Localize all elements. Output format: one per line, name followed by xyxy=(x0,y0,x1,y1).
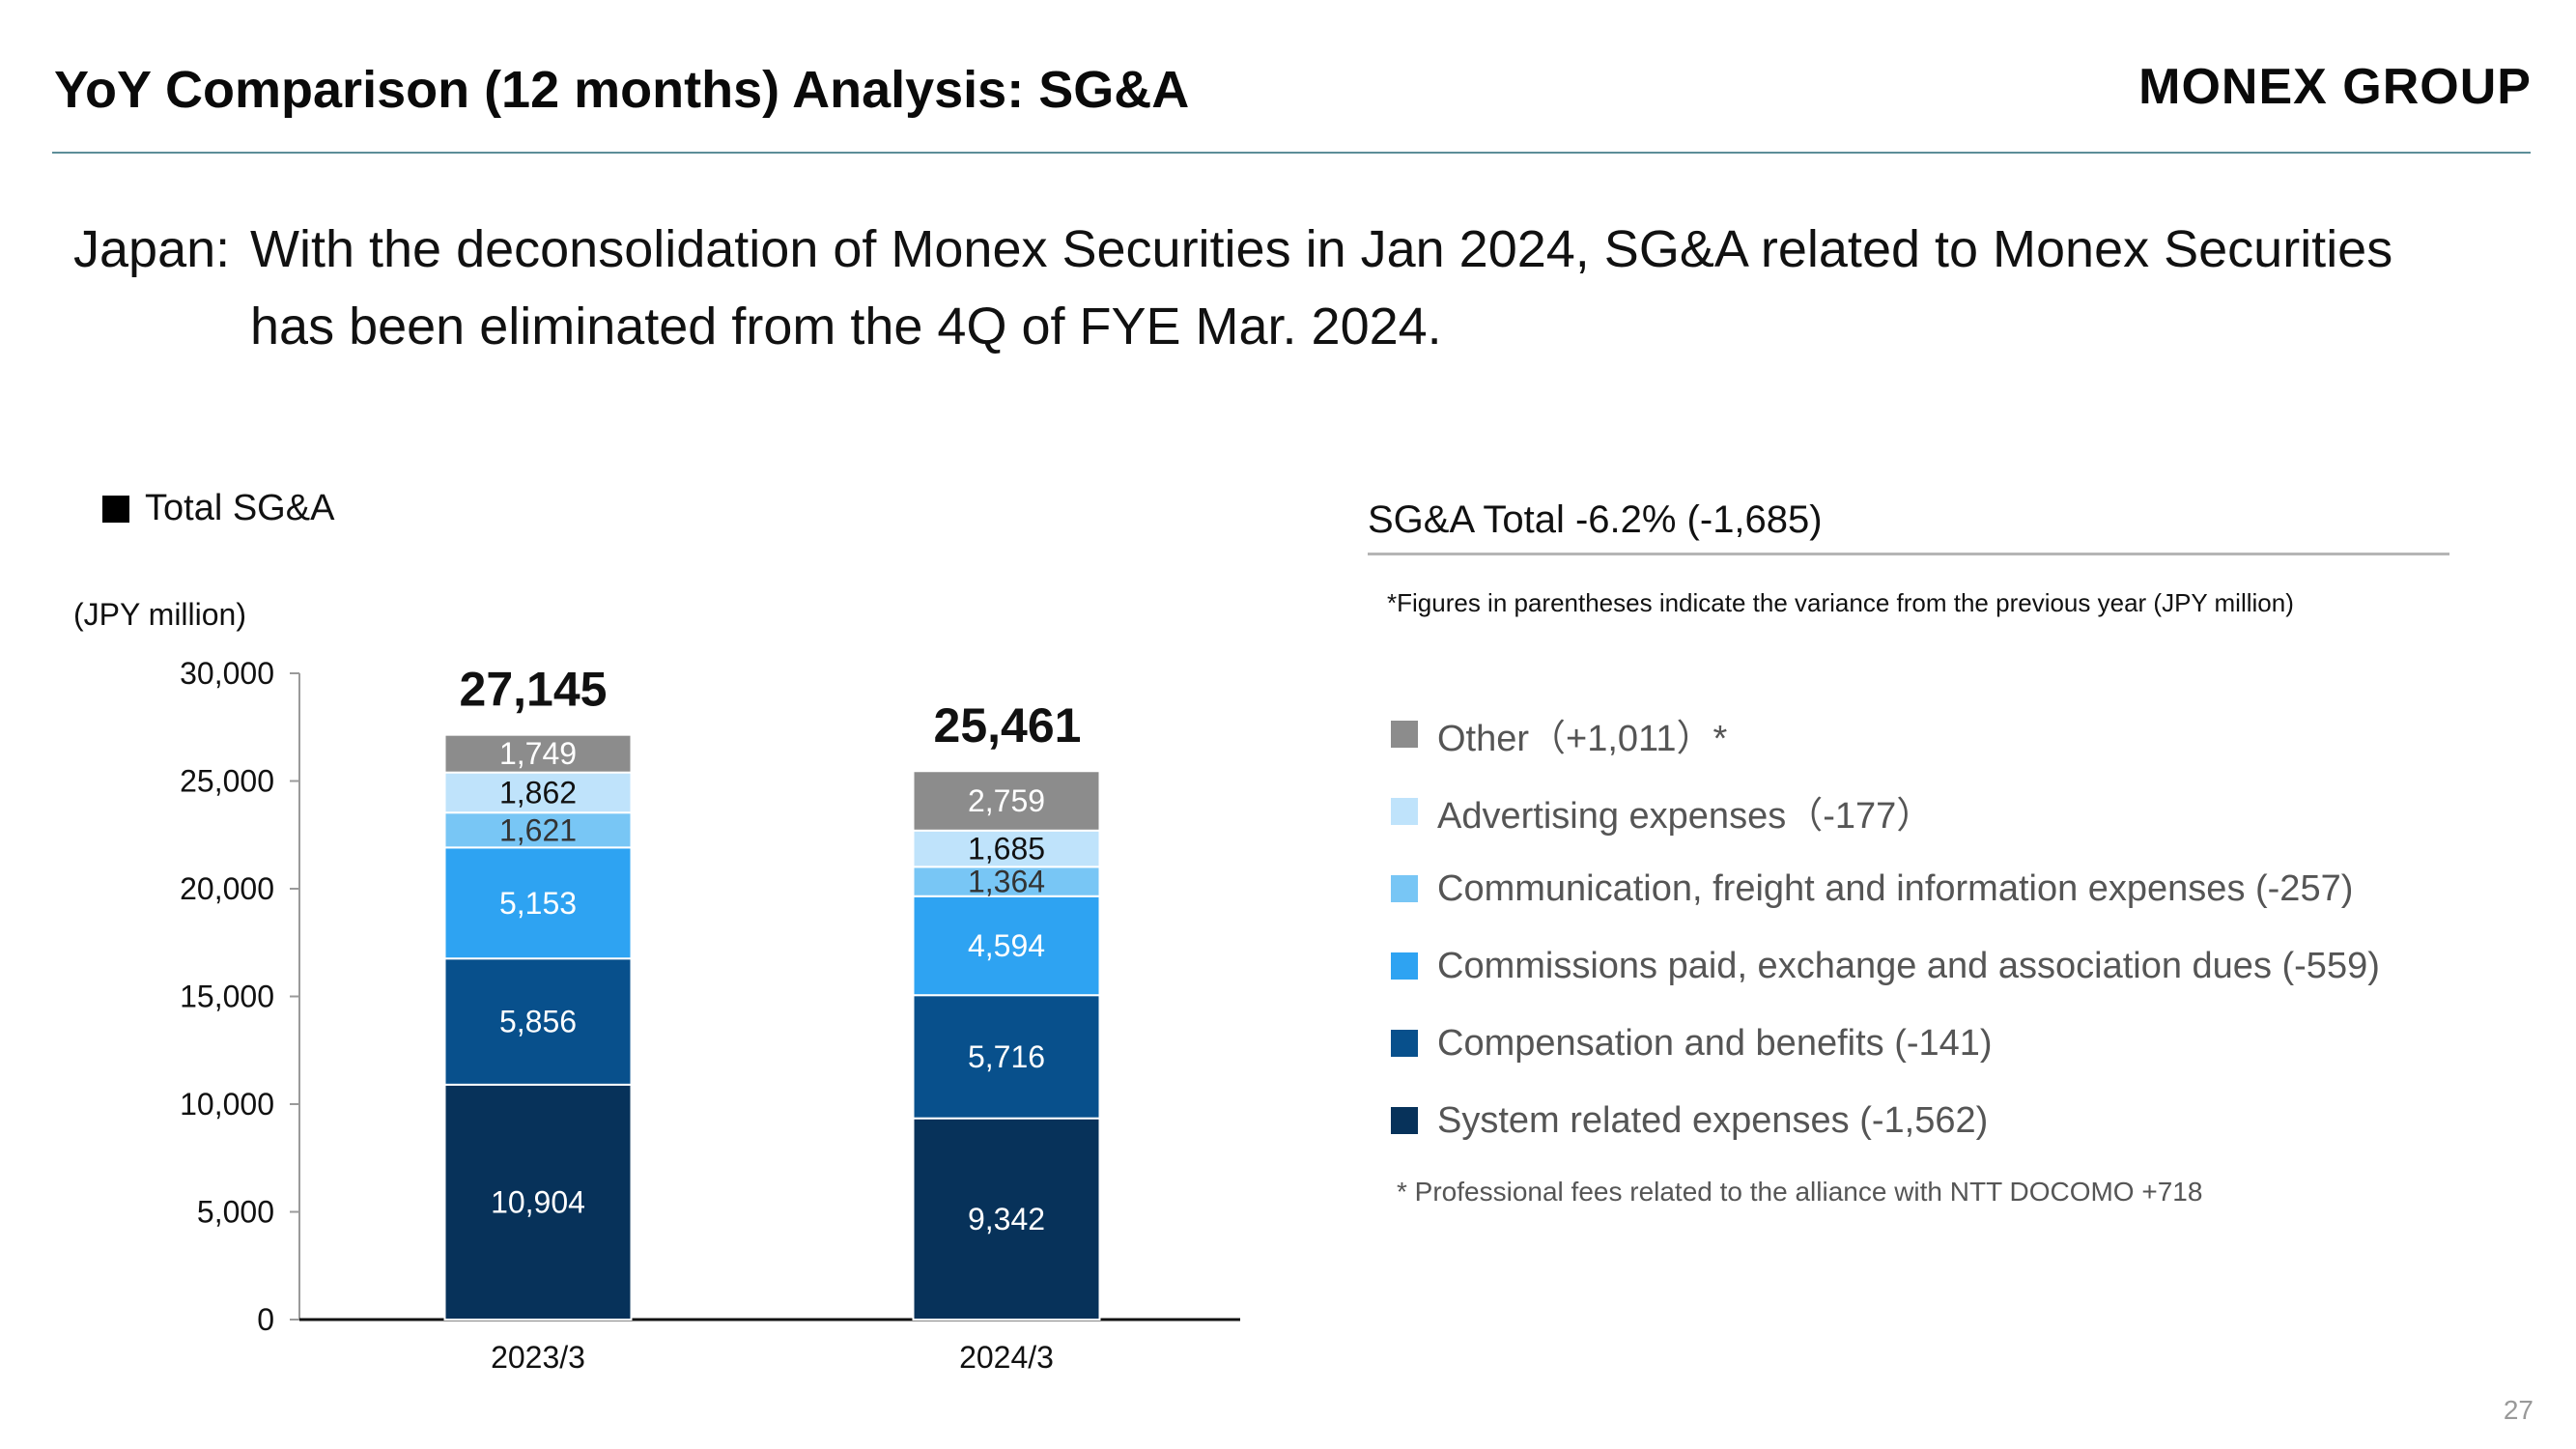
bar-value-label: 1,364 xyxy=(968,865,1045,899)
bar-value-label: 1,749 xyxy=(499,736,577,771)
bar-total-label: 25,461 xyxy=(934,698,1082,753)
bar-segment xyxy=(443,846,633,960)
variance-note: *Figures in parentheses indicate the var… xyxy=(1387,588,2294,617)
legend-item-commissions: Commissions paid, exchange and associati… xyxy=(1391,927,2380,1005)
sga-total-heading: SG&A Total -6.2% (-1,685) xyxy=(1368,498,1823,541)
bar-value-label: 1,862 xyxy=(499,775,577,810)
page-number: 27 xyxy=(2503,1395,2534,1425)
bar-value-label: 10,904 xyxy=(491,1184,585,1219)
bar-segment xyxy=(912,994,1101,1120)
legend-label: System related expenses (-1,562) xyxy=(1437,1099,1989,1141)
y-tick-label: 0 xyxy=(257,1302,274,1337)
y-tick-label: 25,000 xyxy=(180,764,274,799)
bar-value-label: 4,594 xyxy=(968,928,1045,963)
sga-total-divider xyxy=(1368,553,2449,555)
legend-swatch xyxy=(1391,721,1418,748)
total-sga-legend-label: Total SG&A xyxy=(145,488,335,528)
y-tick-label: 30,000 xyxy=(180,656,274,691)
legend-swatch xyxy=(1391,1107,1418,1134)
bar-value-label: 9,342 xyxy=(968,1202,1045,1236)
legend-label: Communication, freight and information e… xyxy=(1437,867,2354,909)
bar-segment xyxy=(443,1083,633,1321)
bar-segment xyxy=(912,770,1101,832)
y-tick-label: 5,000 xyxy=(197,1195,274,1230)
legend-label: Commissions paid, exchange and associati… xyxy=(1437,945,2380,986)
legend-swatch xyxy=(1391,952,1418,980)
y-tick-label: 15,000 xyxy=(180,980,274,1014)
bar-value-label: 1,685 xyxy=(968,832,1045,867)
legend-item-advertising: Advertising expenses（-177） xyxy=(1391,773,2380,850)
bar-segment xyxy=(443,957,633,1086)
headline-prefix: Japan: xyxy=(73,220,231,278)
legend-swatch xyxy=(1391,798,1418,825)
x-tick-label: 2023/3 xyxy=(491,1340,585,1375)
x-tick-label: 2024/3 xyxy=(959,1340,1054,1375)
bar-value-label: 5,153 xyxy=(499,886,577,921)
headline: Japan: With the deconsolidation of Monex… xyxy=(73,211,2392,365)
legend-item-compensation: Compensation and benefits (-141) xyxy=(1391,1005,2380,1082)
unit-label: (JPY million) xyxy=(73,597,246,632)
legend-item-system: System related expenses (-1,562) xyxy=(1391,1082,2380,1159)
bar-total-label: 27,145 xyxy=(460,663,608,717)
bar-segment xyxy=(443,733,633,774)
legend-swatch xyxy=(1391,875,1418,902)
total-sga-swatch xyxy=(102,495,129,523)
bar-segment xyxy=(912,866,1101,897)
y-tick-label: 20,000 xyxy=(180,871,274,906)
monex-group-logo: MONEX GROUP xyxy=(2138,59,2532,115)
footnote: * Professional fees related to the allia… xyxy=(1397,1177,2203,1207)
bar-segment xyxy=(443,811,633,849)
bar-value-label: 1,621 xyxy=(499,812,577,847)
legend-item-other: Other（+1,011）* xyxy=(1391,696,2380,773)
legend-label: Other（+1,011）* xyxy=(1437,718,1728,759)
category-legend: Other（+1,011）* Advertising expenses（-177… xyxy=(1391,696,2380,1159)
bar-value-label: 5,856 xyxy=(499,1005,577,1039)
total-sga-legend: Total SG&A xyxy=(102,488,334,529)
y-tick-label: 10,000 xyxy=(180,1087,274,1122)
bar-segment xyxy=(912,895,1101,997)
title-divider xyxy=(52,152,2531,154)
page-title: YoY Comparison (12 months) Analysis: SG&… xyxy=(54,61,1190,119)
legend-label: Compensation and benefits (-141) xyxy=(1437,1022,1993,1064)
legend-label: Advertising expenses（-177） xyxy=(1437,795,1934,837)
legend-swatch xyxy=(1391,1030,1418,1057)
legend-item-communication: Communication, freight and information e… xyxy=(1391,850,2380,927)
bar-value-label: 2,759 xyxy=(968,783,1045,818)
bar-value-label: 5,716 xyxy=(968,1039,1045,1074)
stacked-bar-chart: 0 5,000 10,000 15,000 20,000 25,000 30,000 10,9… xyxy=(180,656,1240,1375)
headline-line-2: has been eliminated from the 4Q of FYE M… xyxy=(250,298,1442,355)
bar-segment xyxy=(443,771,633,814)
bar-segment xyxy=(912,829,1101,868)
headline-line-1: With the deconsolidation of Monex Securi… xyxy=(250,220,2393,278)
